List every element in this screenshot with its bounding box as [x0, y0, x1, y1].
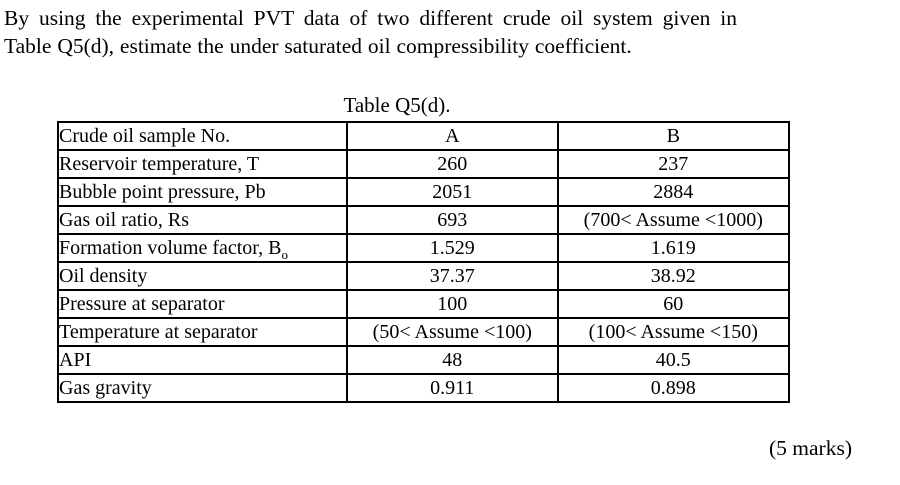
value-sample-a: 1.529 — [346, 233, 559, 263]
value-sample-a: 48 — [346, 345, 559, 375]
table-row-header: Crude oil sample No. A B — [56, 121, 791, 151]
row-label: Oil density — [56, 261, 349, 291]
value-sample-a: 2051 — [346, 177, 559, 207]
row-label-text: Gas gravity — [59, 377, 152, 399]
row-label: Gas oil ratio, Rs — [56, 205, 349, 235]
table-title: Table Q5(d). — [343, 93, 451, 117]
row-label: Reservoir temperature, T — [56, 149, 349, 179]
table-row-gas-gravity: Gas gravity 0.911 0.898 — [56, 373, 791, 403]
value-sample-b: 0.898 — [556, 373, 791, 403]
row-label-text: Oil density — [59, 265, 148, 287]
row-label: Pressure at separator — [56, 289, 349, 319]
value-sample-b: 60 — [556, 289, 791, 319]
value-sample-a: 693 — [346, 205, 559, 235]
row-label-text: Reservoir temperature, T — [59, 153, 260, 175]
row-label-text: Crude oil sample No. — [59, 125, 231, 147]
table-row-bubble-point-pressure: Bubble point pressure, Pb 2051 2884 — [56, 177, 791, 207]
value-sample-a: 100 — [346, 289, 559, 319]
value-sample-b: 237 — [556, 149, 791, 179]
row-label-text: Pressure at separator — [59, 293, 225, 315]
value-sample-a: A — [346, 121, 559, 151]
row-label: API — [56, 345, 349, 375]
value-sample-b: 1.619 — [556, 233, 791, 263]
row-label: Gas gravity — [56, 373, 349, 403]
question-line-1: By using the experimental PVT data of tw… — [4, 6, 738, 30]
value-sample-a: (50< Assume <100) — [346, 317, 559, 347]
table-row-api: API 48 40.5 — [56, 345, 791, 375]
row-label: Crude oil sample No. — [56, 121, 349, 151]
row-label-subscript: o — [281, 247, 289, 262]
table-row-oil-density: Oil density 37.37 38.92 — [56, 261, 791, 291]
value-sample-a: 260 — [346, 149, 559, 179]
table-row-formation-volume-factor: Formation volume factor, Bo 1.529 1.619 — [56, 233, 791, 263]
pvt-data-table: Crude oil sample No. A B Reservoir tempe… — [56, 121, 791, 403]
marks-label: (5 marks) — [769, 436, 852, 460]
row-label-text: Gas oil ratio, Rs — [59, 209, 189, 231]
value-sample-b: 38.92 — [556, 261, 791, 291]
row-label: Formation volume factor, Bo — [56, 233, 349, 263]
row-label-text: Formation volume factor, B — [59, 237, 282, 259]
row-label-text: Temperature at separator — [59, 321, 258, 343]
row-label: Temperature at separator — [56, 317, 349, 347]
row-label: Bubble point pressure, Pb — [56, 177, 349, 207]
table-row-pressure-at-separator: Pressure at separator 100 60 — [56, 289, 791, 319]
value-sample-a: 0.911 — [346, 373, 559, 403]
table-row-reservoir-temperature: Reservoir temperature, T 260 237 — [56, 149, 791, 179]
value-sample-b: 40.5 — [556, 345, 791, 375]
value-sample-a: 37.37 — [346, 261, 559, 291]
question-text: By using the experimental PVT data of tw… — [4, 4, 864, 60]
value-sample-b: (100< Assume <150) — [556, 317, 791, 347]
row-label-text: API — [59, 349, 92, 371]
value-sample-b: 2884 — [556, 177, 791, 207]
value-sample-b: B — [556, 121, 791, 151]
question-line-2: Table Q5(d), estimate the under saturate… — [4, 34, 632, 58]
table-row-gas-oil-ratio: Gas oil ratio, Rs 693 (700< Assume <1000… — [56, 205, 791, 235]
value-sample-b: (700< Assume <1000) — [556, 205, 791, 235]
table-row-temperature-at-separator: Temperature at separator (50< Assume <10… — [56, 317, 791, 347]
row-label-text: Bubble point pressure, Pb — [59, 181, 266, 203]
